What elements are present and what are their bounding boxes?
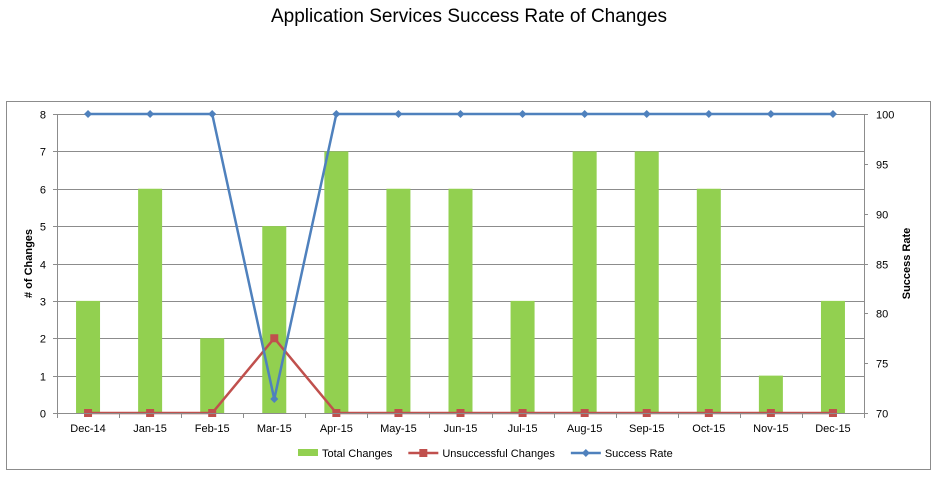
bar: [324, 151, 349, 413]
legend-marker: [581, 449, 590, 457]
x-tick-label: Aug-15: [567, 423, 602, 435]
success-rate-point: [518, 110, 527, 118]
x-tick-label: Dec-15: [815, 423, 850, 435]
bar: [448, 188, 473, 413]
success-rate-point: [146, 110, 155, 118]
bar: [510, 300, 535, 413]
legend-marker: [419, 449, 428, 457]
bar: [758, 375, 783, 413]
x-tick-label: Nov-15: [753, 423, 788, 435]
x-tick-label: Feb-15: [195, 423, 230, 435]
legend-label: Success Rate: [605, 448, 673, 460]
y-tick-label: 6: [40, 185, 46, 197]
legend-swatch-bar: [298, 449, 318, 456]
y-tick-label: 1: [40, 372, 46, 384]
y2-tick-label: 85: [876, 260, 888, 272]
y-axis-title: # of Changes: [23, 229, 35, 298]
chart-title: Application Services Success Rate of Cha…: [270, 6, 668, 27]
y2-axis-title: Success Rate: [901, 228, 913, 300]
x-tick-label: May-15: [380, 423, 417, 435]
legend-label: Total Changes: [322, 448, 393, 460]
bar: [696, 188, 721, 413]
y2-tick-label: 90: [876, 210, 888, 222]
success-rate-point: [84, 110, 93, 118]
x-tick-label: Sep-15: [629, 423, 664, 435]
bar: [76, 300, 101, 413]
legend-label: Unsuccessful Changes: [442, 448, 555, 460]
bar: [634, 151, 659, 413]
y-tick-label: 8: [40, 110, 46, 122]
success-rate-point: [332, 110, 341, 118]
x-tick-label: Jun-15: [444, 423, 478, 435]
x-tick-label: Jul-15: [508, 423, 538, 435]
y-tick-label: 0: [40, 409, 46, 421]
success-rate-point: [208, 110, 217, 118]
y-tick-label: 3: [40, 297, 46, 309]
success-rate-point: [456, 110, 465, 118]
chart-border: [6, 101, 931, 470]
y2-tick-label: 95: [876, 160, 888, 172]
success-rate-point: [704, 110, 713, 118]
y-tick-label: 5: [40, 222, 46, 234]
x-tick-label: Apr-15: [320, 423, 353, 435]
y-tick-label: 2: [40, 334, 46, 346]
y2-tick-label: 70: [876, 409, 888, 421]
y2-tick-label: 80: [876, 309, 888, 321]
y-tick-label: 4: [40, 260, 46, 272]
success-rate-point: [580, 110, 589, 118]
bar: [262, 226, 287, 413]
success-rate-point: [766, 110, 775, 118]
y-tick-label: 7: [40, 147, 46, 159]
success-rate-point: [828, 110, 837, 118]
y2-tick-label: 75: [876, 359, 888, 371]
success-rate-point: [642, 110, 651, 118]
unsuccessful-point: [270, 334, 279, 343]
x-tick-label: Dec-14: [70, 423, 105, 435]
bar: [200, 338, 225, 413]
x-tick-label: Oct-15: [692, 423, 725, 435]
bar: [572, 151, 597, 413]
x-tick-label: Jan-15: [133, 423, 167, 435]
axes: 0 1 2 3 4 5 6 7 8 70 75 80 85 90 95 100 Dec-14 Jan-15 Feb-…: [23, 110, 913, 436]
bar: [386, 188, 411, 413]
bar-series: [76, 151, 845, 413]
bar: [820, 300, 845, 413]
y2-tick-label: 100: [876, 110, 894, 122]
x-tick-label: Mar-15: [257, 423, 292, 435]
bar: [138, 188, 163, 413]
success-rate-point: [394, 110, 403, 118]
success-rate-point: [270, 395, 279, 404]
legend: Total Changes Unsuccessful Changes Success…: [298, 448, 673, 460]
